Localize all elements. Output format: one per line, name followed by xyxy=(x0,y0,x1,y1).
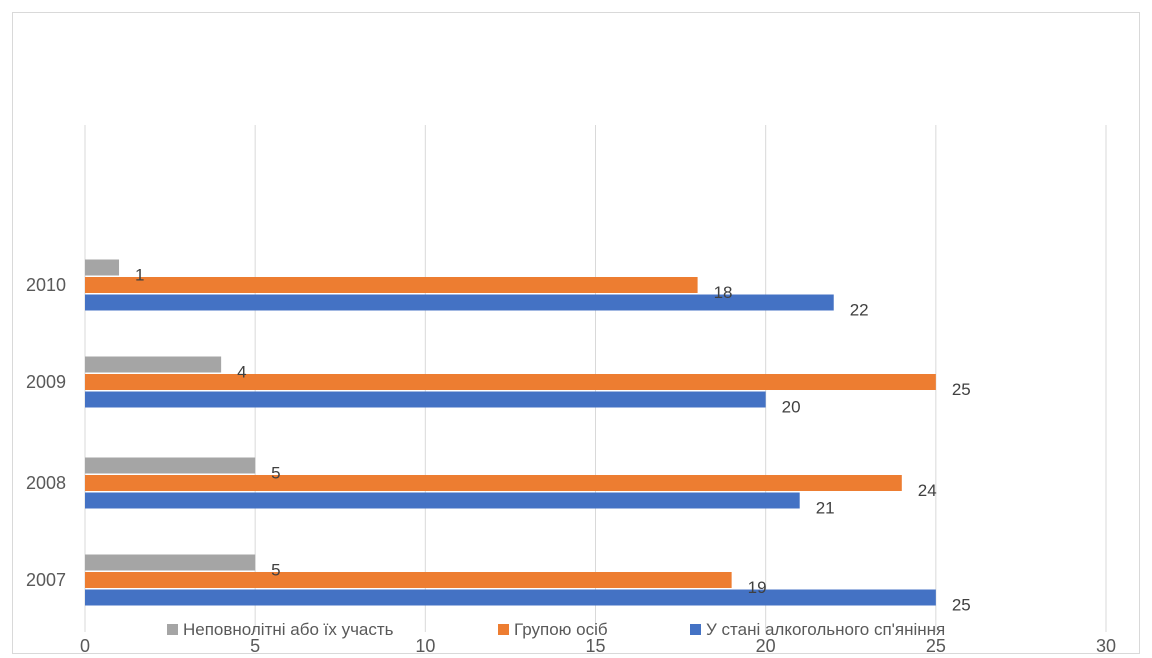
data-label-2007-series-0: 5 xyxy=(271,561,280,580)
bar-2007-series-1 xyxy=(85,572,732,588)
legend-swatch-2 xyxy=(690,624,701,635)
data-label-2008-series-1: 24 xyxy=(918,481,937,500)
x-tick-label-5: 5 xyxy=(250,636,260,656)
axis-labels: 0 5 10 15 20 25 30 2007 2008 2009 2010 xyxy=(26,275,1116,656)
x-tick-label-30: 30 xyxy=(1096,636,1116,656)
bar-2008-series-1 xyxy=(85,475,902,491)
data-label-2010-series-2: 22 xyxy=(850,301,869,320)
data-label-2010-series-1: 18 xyxy=(714,283,733,302)
bar-2009-series-1 xyxy=(85,374,936,390)
y-tick-label-2010: 2010 xyxy=(26,275,66,295)
bar-2010-series-2 xyxy=(85,294,834,311)
data-label-2008-series-0: 5 xyxy=(271,464,280,483)
data-label-2007-series-1: 19 xyxy=(748,578,767,597)
x-tick-label-0: 0 xyxy=(80,636,90,656)
bar-2008-series-2 xyxy=(85,492,800,509)
data-label-2009-series-1: 25 xyxy=(952,380,971,399)
data-label-2009-series-2: 20 xyxy=(782,398,801,417)
bar-2007-series-0 xyxy=(85,554,256,571)
bar-2007-series-2 xyxy=(85,589,936,606)
bar-2010-series-0 xyxy=(85,259,120,276)
bars xyxy=(85,259,936,606)
legend-swatch-0 xyxy=(167,624,178,635)
y-tick-label-2008: 2008 xyxy=(26,473,66,493)
legend-swatch-1 xyxy=(498,624,509,635)
bar-2009-series-0 xyxy=(85,356,222,373)
x-tick-label-20: 20 xyxy=(756,636,776,656)
data-label-2010-series-0: 1 xyxy=(135,266,144,285)
y-tick-label-2007: 2007 xyxy=(26,570,66,590)
legend-label-0: Неповнолітні або їх участь xyxy=(183,620,394,639)
legend: Неповнолітні або їх участь Групою осіб У с… xyxy=(167,620,945,639)
data-label-2008-series-2: 21 xyxy=(816,499,835,518)
bar-2009-series-2 xyxy=(85,391,766,408)
y-tick-label-2009: 2009 xyxy=(26,372,66,392)
bar-2010-series-1 xyxy=(85,277,698,293)
data-label-2007-series-2: 25 xyxy=(952,596,971,615)
x-tick-label-15: 15 xyxy=(585,636,605,656)
data-labels: 5 19 25 5 24 21 4 25 20 1 18 22 xyxy=(135,266,971,615)
data-label-2009-series-0: 4 xyxy=(237,363,246,382)
legend-label-1: Групою осіб xyxy=(514,620,608,639)
chart-frame xyxy=(12,12,1140,654)
legend-label-2: У стані алкогольного сп'яніння xyxy=(706,620,945,639)
x-tick-label-10: 10 xyxy=(415,636,435,656)
x-tick-label-25: 25 xyxy=(926,636,946,656)
bar-2008-series-0 xyxy=(85,457,256,474)
